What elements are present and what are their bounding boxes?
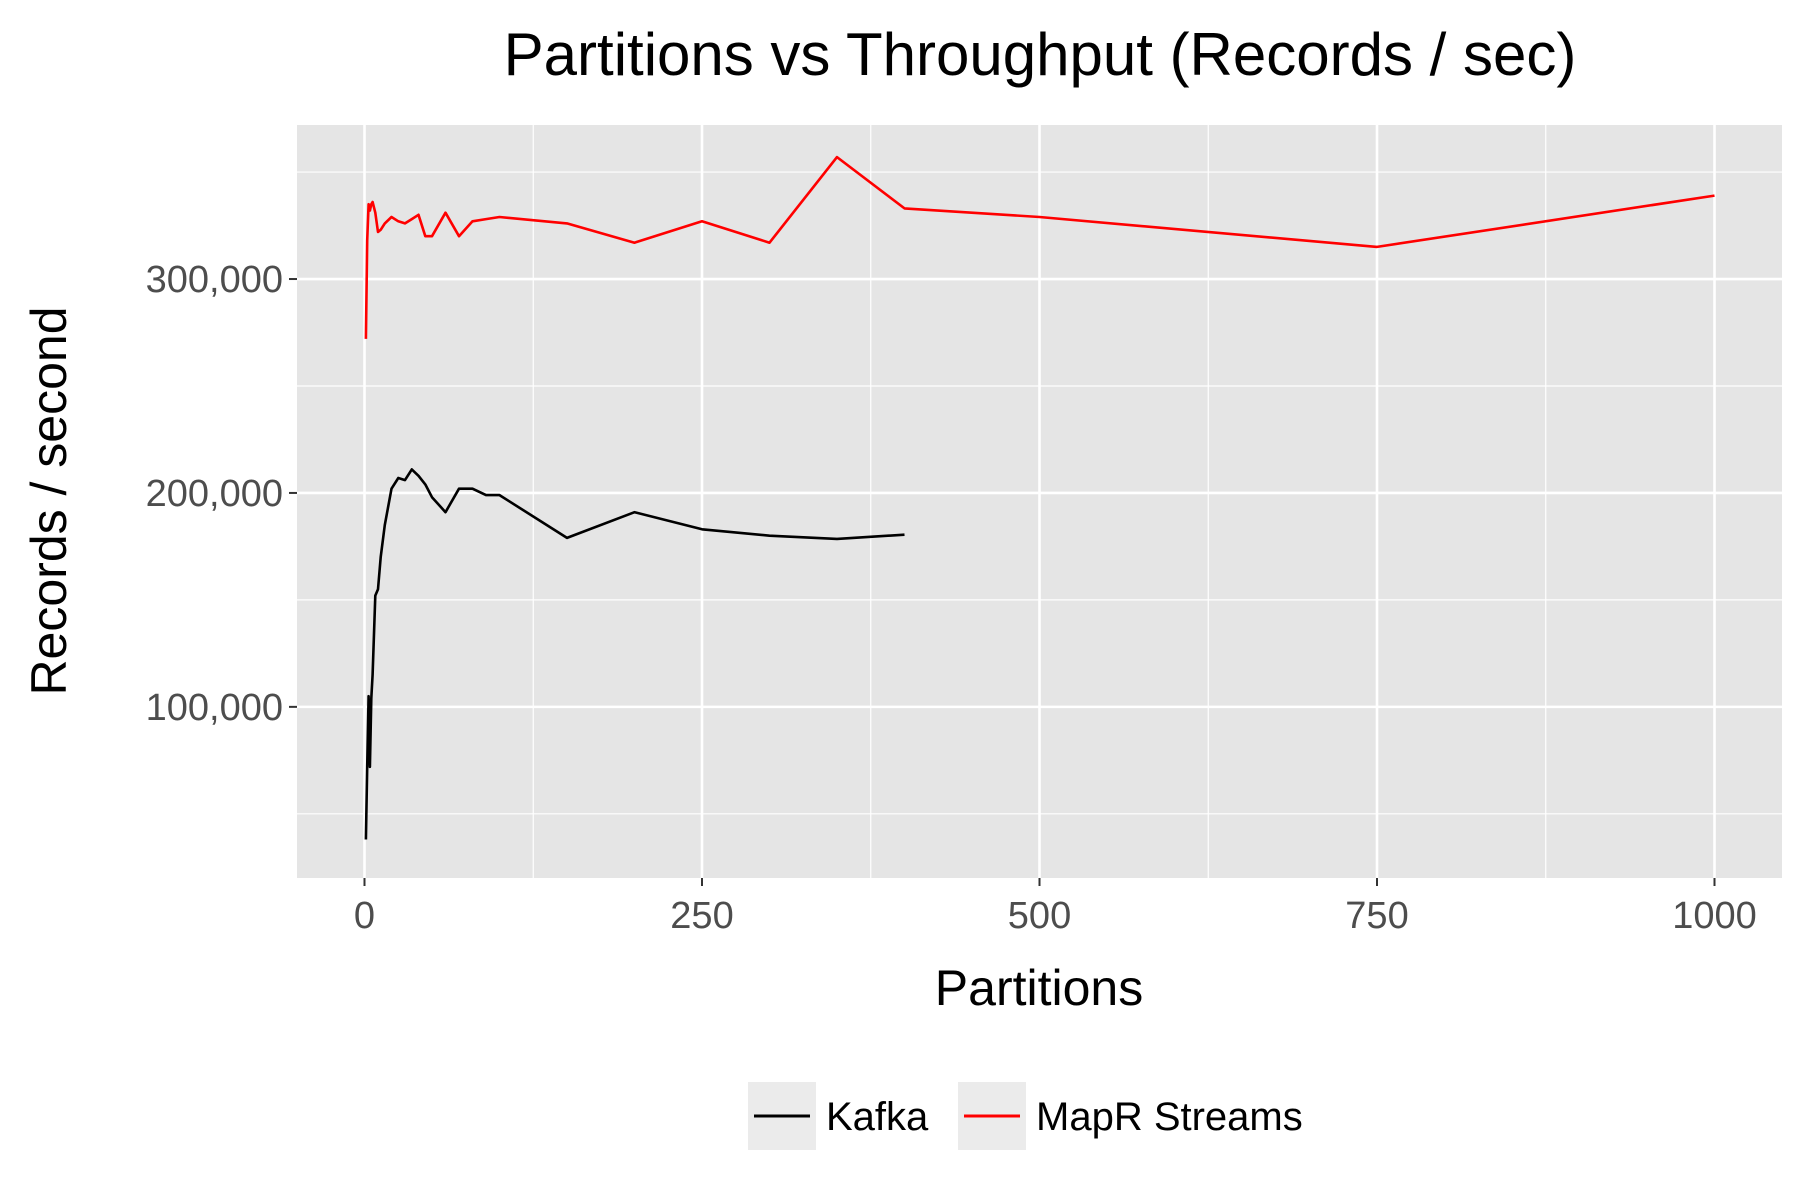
x-tick-label: 1000 [1672,895,1757,937]
major-gridlines [297,125,1782,878]
y-tick-label: 200,000 [146,473,283,515]
chart-title: Partitions vs Throughput (Records / sec) [504,21,1577,88]
series-layer [364,155,1715,840]
legend: Kafka MapR Streams [748,1082,1303,1150]
x-tick-label: 250 [670,895,733,937]
y-tick-label: 100,000 [146,687,283,729]
y-axis-ticks: 100,000 200,000 300,000 [146,259,297,729]
x-tick-label: 500 [1008,895,1071,937]
legend-label: MapR Streams [1036,1095,1303,1139]
series-line-kafka [364,468,905,840]
y-tick-label: 300,000 [146,259,283,301]
legend-label: Kafka [826,1095,929,1139]
x-tick-label: 0 [354,895,375,937]
series-line-mapr-streams [364,155,1715,339]
x-axis-ticks: 0 250 500 750 1000 [354,878,1757,937]
x-axis-title: Partitions [935,960,1143,1016]
y-axis-title: Records / second [21,306,77,695]
x-tick-label: 750 [1345,895,1408,937]
